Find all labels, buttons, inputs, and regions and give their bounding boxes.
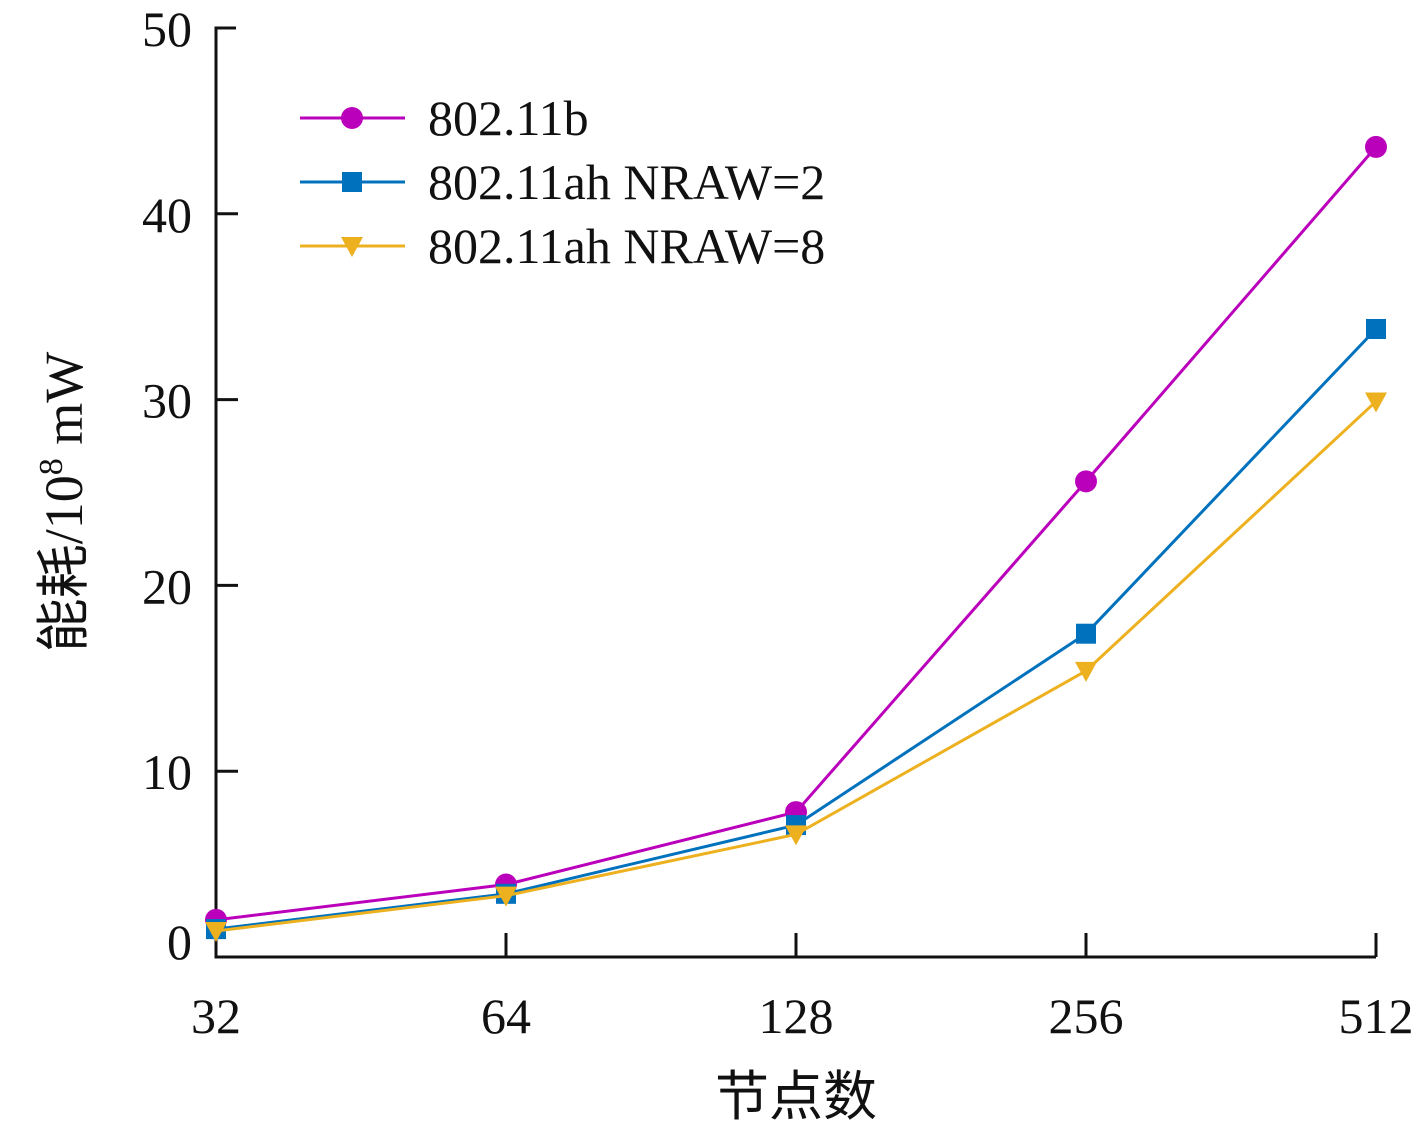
legend-label: 802.11ah NRAW=2 <box>428 154 825 210</box>
x-axis-title: 节点数 <box>715 1067 877 1125</box>
data-point <box>1075 470 1097 493</box>
legend-item: 802.11ah NRAW=8 <box>300 218 825 274</box>
legend-marker <box>341 237 363 257</box>
legend-label: 802.11ah NRAW=8 <box>428 218 825 274</box>
data-point <box>1076 623 1096 644</box>
y-tick-label: 0 <box>167 914 192 970</box>
data-point <box>1365 135 1387 158</box>
y-tick-label: 10 <box>142 744 192 800</box>
legend-item: 802.11ah NRAW=2 <box>300 154 825 210</box>
data-point <box>205 921 227 942</box>
data-point <box>495 886 517 907</box>
y-tick-label: 50 <box>142 1 192 57</box>
x-tick-label: 64 <box>481 988 531 1044</box>
x-tick-label: 128 <box>759 988 834 1044</box>
y-axis-title-exponent: 8 <box>33 458 70 475</box>
legend: 802.11b 802.11ah NRAW=2 802.11ah NRAW=8 <box>300 90 825 274</box>
series-line <box>215 400 1378 933</box>
y-axis-title-main: 能耗/10 <box>34 475 94 652</box>
y-tick-label: 40 <box>142 187 192 243</box>
legend-item: 802.11b <box>300 90 589 146</box>
data-point <box>1075 661 1097 682</box>
x-tick-label: 32 <box>191 988 241 1044</box>
legend-marker <box>341 107 363 129</box>
data-point <box>1365 392 1387 413</box>
y-axis-title: 能耗/108 mW <box>33 352 94 653</box>
axes: 0 10 20 30 40 50 32 64 128 256 512 <box>142 1 1414 1044</box>
x-tick-label: 512 <box>1339 988 1414 1044</box>
legend-label: 802.11b <box>428 90 589 146</box>
x-tick-label: 256 <box>1049 988 1124 1044</box>
y-tick-label: 30 <box>142 373 192 429</box>
data-point <box>785 825 807 846</box>
series-3 <box>205 392 1387 942</box>
series-2 <box>206 318 1386 940</box>
y-tick-label: 20 <box>142 558 192 614</box>
legend-marker <box>342 172 362 192</box>
y-axis-title-unit: mW <box>34 352 94 459</box>
series-layer <box>205 135 1387 942</box>
data-point <box>1366 318 1386 339</box>
